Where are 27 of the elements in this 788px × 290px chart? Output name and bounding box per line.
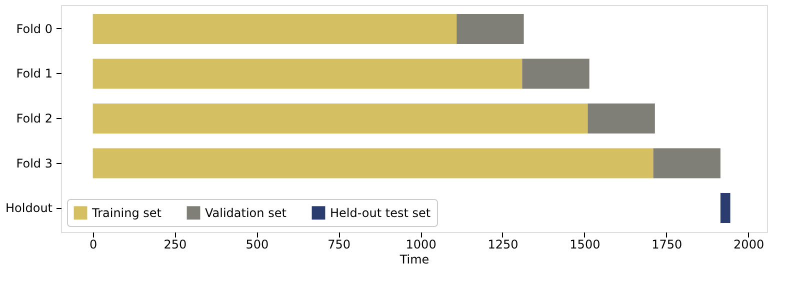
x-tick-label: 1250 [488, 238, 518, 252]
x-tick-label: 500 [246, 238, 269, 252]
x-tick-label: 2000 [734, 238, 764, 252]
x-axis-title: Time [398, 252, 430, 266]
bar [588, 104, 655, 134]
bar [92, 104, 588, 134]
bar [92, 148, 654, 178]
legend-label: Held-out test set [330, 206, 431, 220]
y-tick-label: Fold 2 [16, 112, 52, 126]
y-tick-label: Fold 3 [16, 156, 52, 170]
x-tick-label: 0 [89, 238, 98, 252]
legend-label: Validation set [205, 206, 287, 220]
x-tick-label: 1000 [406, 238, 436, 252]
y-tick-label: Fold 0 [16, 22, 52, 36]
y-tick-label: Fold 1 [16, 66, 52, 81]
bar [92, 14, 457, 44]
x-tick-label: 1500 [570, 238, 600, 252]
bar [92, 58, 522, 89]
y-tick-label: Holdout [6, 201, 53, 216]
bar [522, 58, 590, 89]
legend-label: Training set [91, 206, 162, 220]
bar [456, 14, 524, 44]
bar [720, 193, 730, 224]
x-tick-label: 1750 [652, 238, 682, 252]
bar [653, 148, 720, 178]
x-tick-label: 250 [164, 238, 187, 252]
x-tick-label: 750 [328, 238, 351, 252]
